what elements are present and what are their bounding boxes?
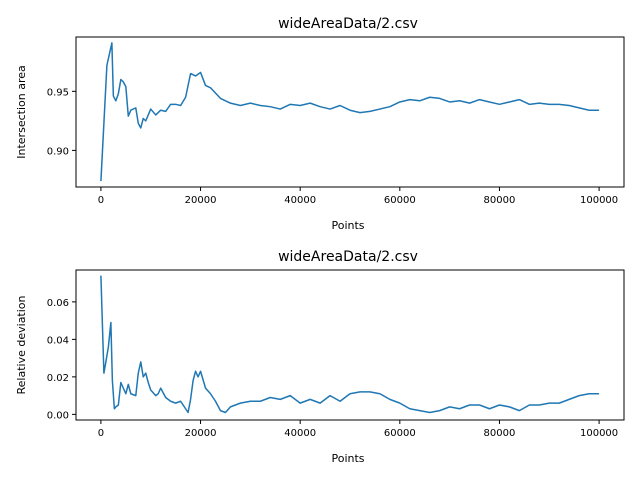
top-chart-y-tick-label: 0.95 [47,87,69,98]
bottom-chart-x-ticks: 0 20000 40000 60000 80000 100000 [98,420,618,439]
top-chart-title: wideAreaData/2.csv [278,16,418,32]
top-chart-y-tick-label: 0.90 [47,146,69,157]
bottom-chart-plot-frame [75,269,625,421]
top-chart-x-tick-label: 0 [98,195,104,206]
bottom-chart-relative-deviation: wideAreaData/2.csv Points Relative devia… [15,249,625,465]
bottom-chart-x-tick-label: 100000 [580,428,618,439]
top-chart-x-tick-label: 60000 [384,195,416,206]
top-chart-x-tick-label: 20000 [185,195,217,206]
bottom-chart-x-tick-label: 40000 [284,428,316,439]
bottom-chart-x-tick-label: 0 [98,428,104,439]
bottom-chart-y-tick-label: 0.02 [47,373,69,384]
bottom-chart-y-tick-label: 0.06 [47,298,69,309]
bottom-chart-y-ticks: 0.00 0.02 0.04 0.06 [47,298,76,421]
bottom-chart-x-tick-label: 20000 [185,428,217,439]
top-chart-x-axis-label: Points [331,219,364,232]
bottom-chart-x-tick-label: 80000 [484,428,516,439]
bottom-chart-y-tick-label: 0.04 [47,335,69,346]
top-chart-x-tick-label: 100000 [580,195,618,206]
bottom-chart-y-tick-label: 0.00 [47,410,69,421]
bottom-chart-y-axis-label: Relative deviation [15,295,28,394]
top-chart-x-ticks: 0 20000 40000 60000 80000 100000 [98,187,618,206]
top-chart-x-tick-label: 40000 [284,195,316,206]
top-chart-y-axis-label: Intersection area [15,65,28,158]
top-chart-intersection-area: wideAreaData/2.csv Points Intersection a… [15,16,625,232]
top-chart-plot-frame [75,36,625,188]
top-chart-y-ticks: 0.90 0.95 [47,87,76,157]
top-chart-x-tick-label: 80000 [484,195,516,206]
bottom-chart-series-line [100,275,600,414]
top-chart-series-line [100,42,600,182]
bottom-chart-title: wideAreaData/2.csv [278,249,418,265]
bottom-chart-x-tick-label: 60000 [384,428,416,439]
bottom-chart-x-axis-label: Points [331,452,364,465]
